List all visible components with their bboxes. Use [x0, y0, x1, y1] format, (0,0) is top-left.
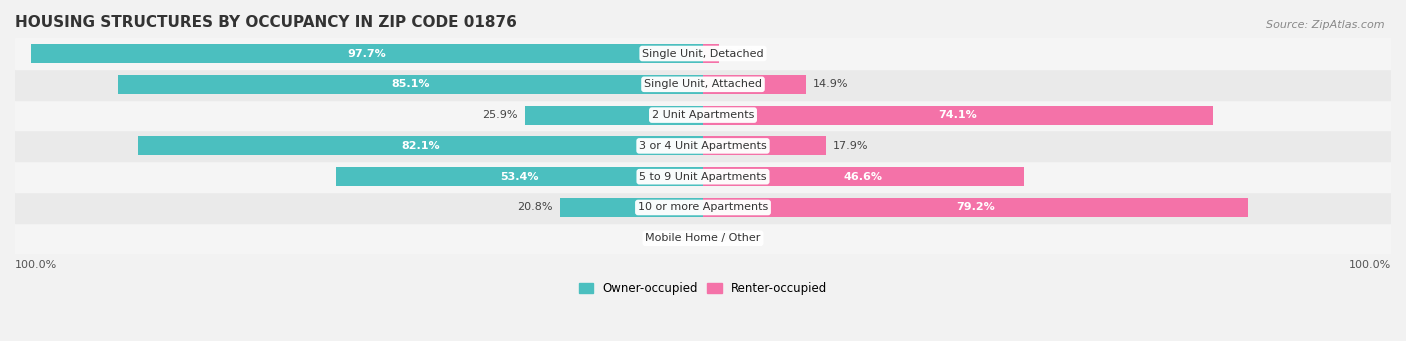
Text: Single Unit, Detached: Single Unit, Detached [643, 48, 763, 59]
Bar [15, 223, 1391, 254]
Bar [15, 192, 1391, 223]
Bar [703, 106, 1213, 125]
Text: 74.1%: 74.1% [939, 110, 977, 120]
Bar [703, 75, 806, 94]
Bar [138, 136, 703, 155]
Text: 100.0%: 100.0% [1348, 261, 1391, 270]
Text: 97.7%: 97.7% [347, 48, 387, 59]
Legend: Owner-occupied, Renter-occupied: Owner-occupied, Renter-occupied [579, 282, 827, 295]
Text: 5 to 9 Unit Apartments: 5 to 9 Unit Apartments [640, 172, 766, 182]
Text: Single Unit, Attached: Single Unit, Attached [644, 79, 762, 89]
Bar [15, 161, 1391, 192]
Bar [15, 69, 1391, 100]
Bar [703, 44, 718, 63]
Text: 17.9%: 17.9% [832, 141, 869, 151]
Text: 10 or more Apartments: 10 or more Apartments [638, 203, 768, 212]
Text: 20.8%: 20.8% [517, 203, 553, 212]
Bar [31, 44, 703, 63]
Text: Mobile Home / Other: Mobile Home / Other [645, 233, 761, 243]
Text: HOUSING STRUCTURES BY OCCUPANCY IN ZIP CODE 01876: HOUSING STRUCTURES BY OCCUPANCY IN ZIP C… [15, 15, 517, 30]
Bar [15, 38, 1391, 69]
Text: 53.4%: 53.4% [501, 172, 538, 182]
Bar [560, 198, 703, 217]
Text: 0.0%: 0.0% [668, 233, 696, 243]
Text: 3 or 4 Unit Apartments: 3 or 4 Unit Apartments [640, 141, 766, 151]
Text: 85.1%: 85.1% [391, 79, 429, 89]
Bar [524, 106, 703, 125]
Text: 100.0%: 100.0% [15, 261, 58, 270]
Text: Source: ZipAtlas.com: Source: ZipAtlas.com [1267, 20, 1385, 30]
Text: 82.1%: 82.1% [401, 141, 440, 151]
Bar [703, 167, 1024, 186]
Bar [336, 167, 703, 186]
Bar [703, 198, 1249, 217]
Text: 25.9%: 25.9% [482, 110, 517, 120]
Bar [15, 131, 1391, 161]
Bar [118, 75, 703, 94]
Text: 2.3%: 2.3% [725, 48, 754, 59]
Text: 46.6%: 46.6% [844, 172, 883, 182]
Text: 0.0%: 0.0% [710, 233, 738, 243]
Text: 14.9%: 14.9% [813, 79, 848, 89]
Text: 79.2%: 79.2% [956, 203, 995, 212]
Bar [15, 100, 1391, 131]
Text: 2 Unit Apartments: 2 Unit Apartments [652, 110, 754, 120]
Bar [703, 136, 827, 155]
